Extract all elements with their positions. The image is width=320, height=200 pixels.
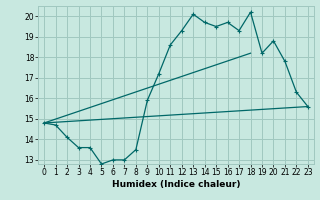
X-axis label: Humidex (Indice chaleur): Humidex (Indice chaleur): [112, 180, 240, 189]
